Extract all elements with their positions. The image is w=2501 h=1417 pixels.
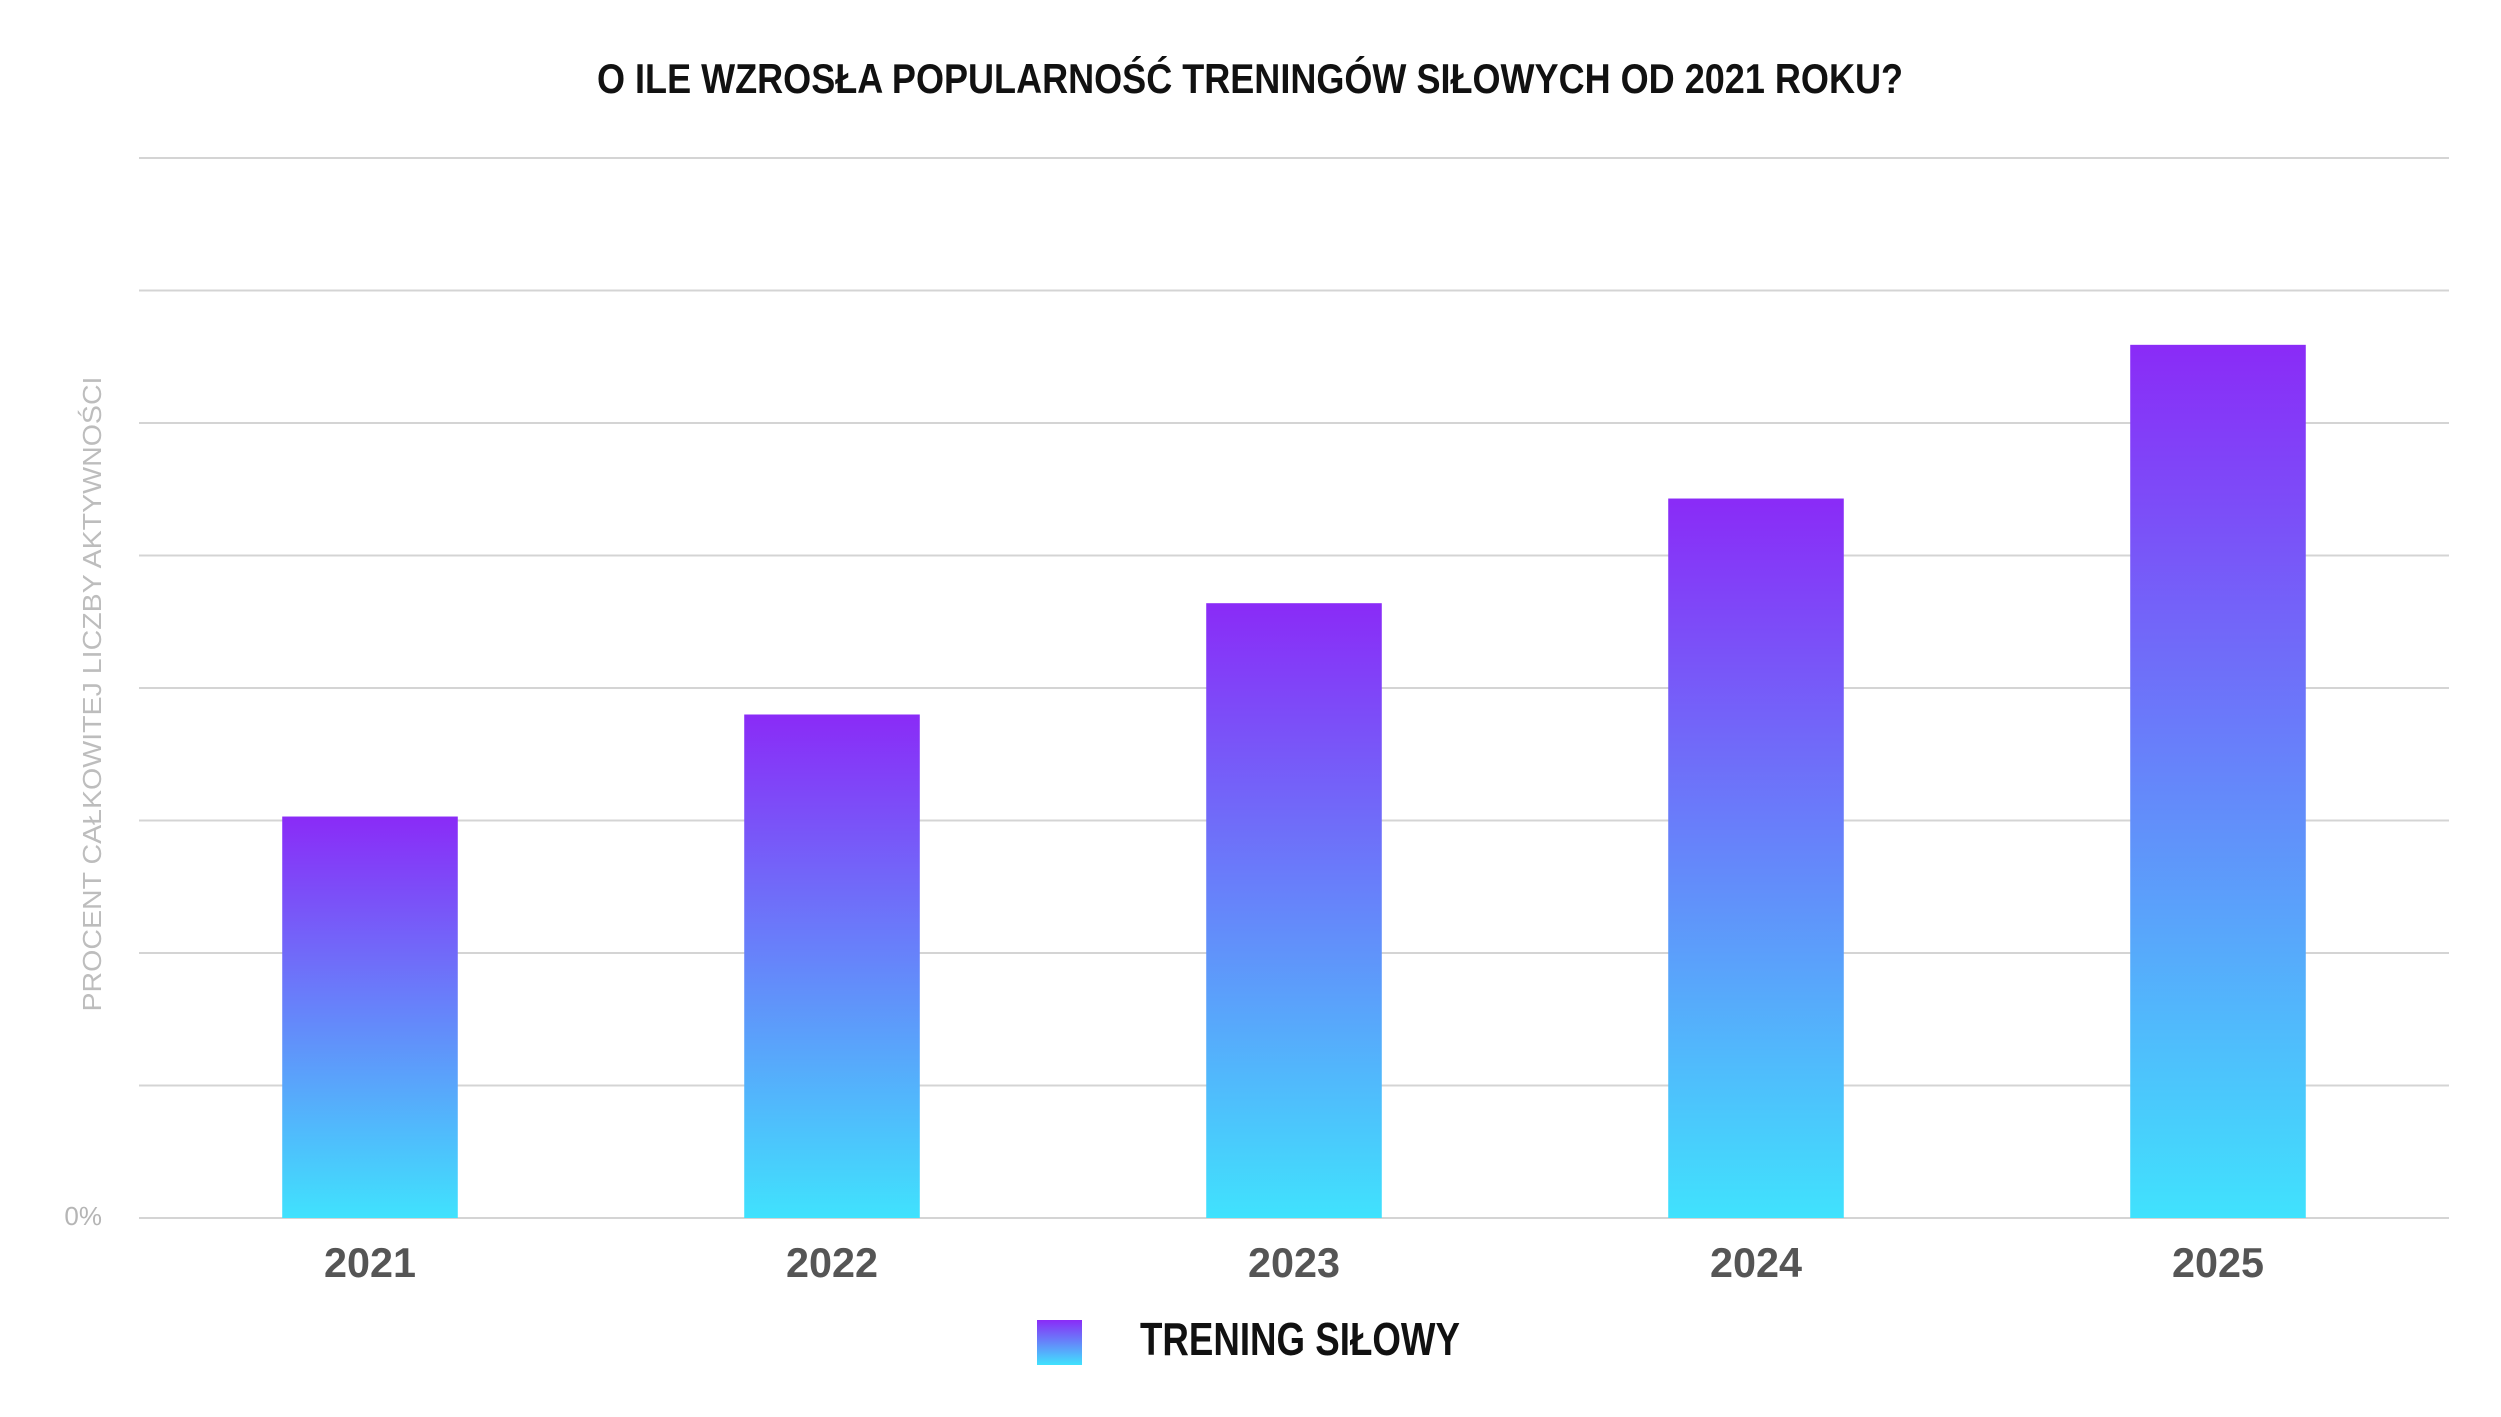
x-tick-label: 2025 bbox=[2172, 1239, 2264, 1286]
x-tick-label: 2021 bbox=[324, 1239, 416, 1286]
bar bbox=[744, 714, 920, 1218]
bar bbox=[1206, 603, 1382, 1218]
x-tick-label: 2022 bbox=[786, 1239, 878, 1286]
bar bbox=[282, 816, 458, 1218]
y-tick-label: 0% bbox=[64, 1201, 102, 1231]
chart-title: O ILE WZROSŁA POPULARNOŚĆ TRENINGÓW SIŁO… bbox=[597, 54, 1903, 102]
x-tick-label: 2024 bbox=[1710, 1239, 1803, 1286]
bar bbox=[1668, 498, 1844, 1218]
legend-swatch bbox=[1037, 1320, 1082, 1365]
x-tick-label: 2023 bbox=[1248, 1239, 1340, 1286]
y-axis-label: PROCENT CAŁKOWITEJ LICZBY AKTYWNOŚCI bbox=[77, 377, 107, 1012]
bar bbox=[2130, 344, 2306, 1218]
legend-label: TRENING SIŁOWY bbox=[1140, 1313, 1460, 1365]
